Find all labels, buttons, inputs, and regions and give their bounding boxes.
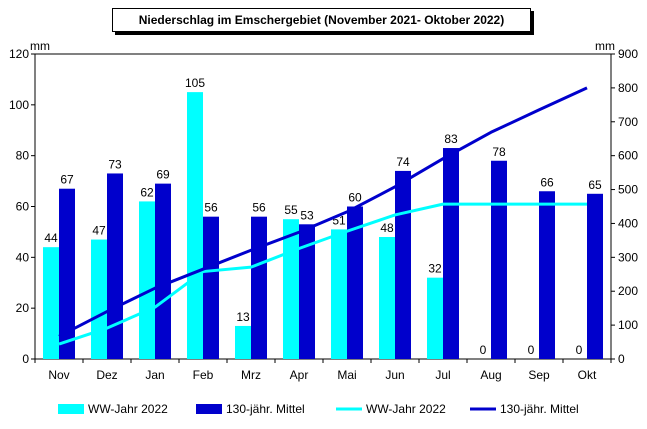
x-axis-tick-label: Aug: [480, 368, 501, 382]
x-axis-tick-label: Apr: [290, 368, 309, 382]
bar: [539, 191, 555, 359]
bar-value-label: 69: [156, 168, 170, 182]
right-axis-tick-label: 700: [618, 115, 638, 129]
bar-value-label: 53: [300, 208, 314, 222]
x-axis-tick-label: Okt: [578, 368, 597, 382]
bar-value-label: 0: [480, 343, 487, 357]
bar: [251, 216, 267, 359]
cumulative-line: [58, 202, 587, 346]
cumulative-line: [58, 86, 588, 338]
bar: [203, 216, 219, 359]
x-axis-tick-label: Feb: [193, 368, 214, 382]
bar-value-label: 13: [236, 310, 250, 324]
x-axis-tick-label: Jul: [435, 368, 450, 382]
bar: [43, 247, 59, 359]
bar: [299, 224, 315, 359]
left-axis-tick-label: 100: [9, 98, 29, 112]
bar-value-label: 0: [528, 343, 535, 357]
bar-value-label: 83: [444, 132, 458, 146]
bar-value-label: 48: [380, 221, 394, 235]
bar-value-label: 55: [284, 203, 298, 217]
bar-value-label: 0: [576, 343, 583, 357]
bar-value-label: 56: [252, 201, 266, 215]
x-axis-tick-label: Nov: [48, 368, 69, 382]
bar-value-label: 74: [396, 155, 410, 169]
right-axis-tick-label: 500: [618, 183, 638, 197]
left-axis-tick-label: 80: [16, 149, 30, 163]
bar: [91, 239, 107, 359]
legend-label: 130-jähr. Mittel: [500, 402, 579, 416]
bar-value-label: 66: [540, 175, 554, 189]
bar: [59, 188, 75, 359]
bar-value-label: 44: [44, 231, 58, 245]
bar: [587, 193, 603, 359]
right-axis-tick-label: 600: [618, 149, 638, 163]
left-axis-tick-label: 40: [16, 250, 30, 264]
x-axis-tick-label: Mrz: [241, 368, 261, 382]
bar: [235, 325, 251, 359]
legend-label: 130-jähr. Mittel: [226, 402, 305, 416]
bar: [379, 237, 395, 359]
left-axis-tick-label: 20: [16, 301, 30, 315]
x-axis-tick-label: Jun: [385, 368, 404, 382]
bar: [331, 229, 347, 359]
right-axis-unit-label: mm: [595, 39, 615, 53]
right-axis-tick-label: 200: [618, 284, 638, 298]
bar: [347, 206, 363, 359]
bar-value-label: 60: [348, 191, 362, 205]
left-axis-unit-label: mm: [30, 39, 50, 53]
legend-swatch: [58, 404, 84, 414]
right-axis-tick-label: 100: [618, 318, 638, 332]
bar-value-label: 65: [588, 178, 602, 192]
bar-value-label: 47: [92, 224, 106, 238]
x-axis-tick-label: Dez: [96, 368, 117, 382]
right-axis-tick-label: 300: [618, 250, 638, 264]
bar: [187, 92, 203, 359]
bar-value-label: 67: [60, 173, 74, 187]
bar: [139, 201, 155, 359]
legend-label: WW-Jahr 2022: [88, 402, 168, 416]
legend-swatch: [196, 404, 222, 414]
right-axis-tick-label: 800: [618, 81, 638, 95]
left-axis-tick-label: 60: [16, 200, 30, 214]
bar-value-label: 56: [204, 201, 218, 215]
x-axis-tick-label: Sep: [528, 368, 550, 382]
bar: [427, 277, 443, 359]
bar: [443, 148, 459, 359]
bar-value-label: 62: [140, 185, 154, 199]
right-axis-tick-label: 0: [618, 352, 625, 366]
bar-value-label: 32: [428, 262, 442, 276]
right-axis-tick-label: 900: [618, 47, 638, 61]
bar-value-label: 78: [492, 145, 506, 159]
bar: [155, 183, 171, 359]
chart-title: Niederschlag im Emschergebiet (November …: [112, 8, 531, 32]
plot-area: [34, 53, 612, 360]
legend-label: WW-Jahr 2022: [366, 402, 446, 416]
right-axis-tick-label: 400: [618, 216, 638, 230]
bar: [107, 173, 123, 359]
bar-value-label: 105: [185, 76, 205, 90]
bar: [283, 219, 299, 359]
left-axis-tick-label: 0: [22, 352, 29, 366]
left-axis-tick-label: 120: [9, 47, 29, 61]
x-axis-tick-label: Jan: [145, 368, 164, 382]
bar: [491, 160, 507, 359]
bar: [395, 170, 411, 359]
x-axis-tick-label: Mai: [337, 368, 356, 382]
bar-value-label: 73: [108, 157, 122, 171]
